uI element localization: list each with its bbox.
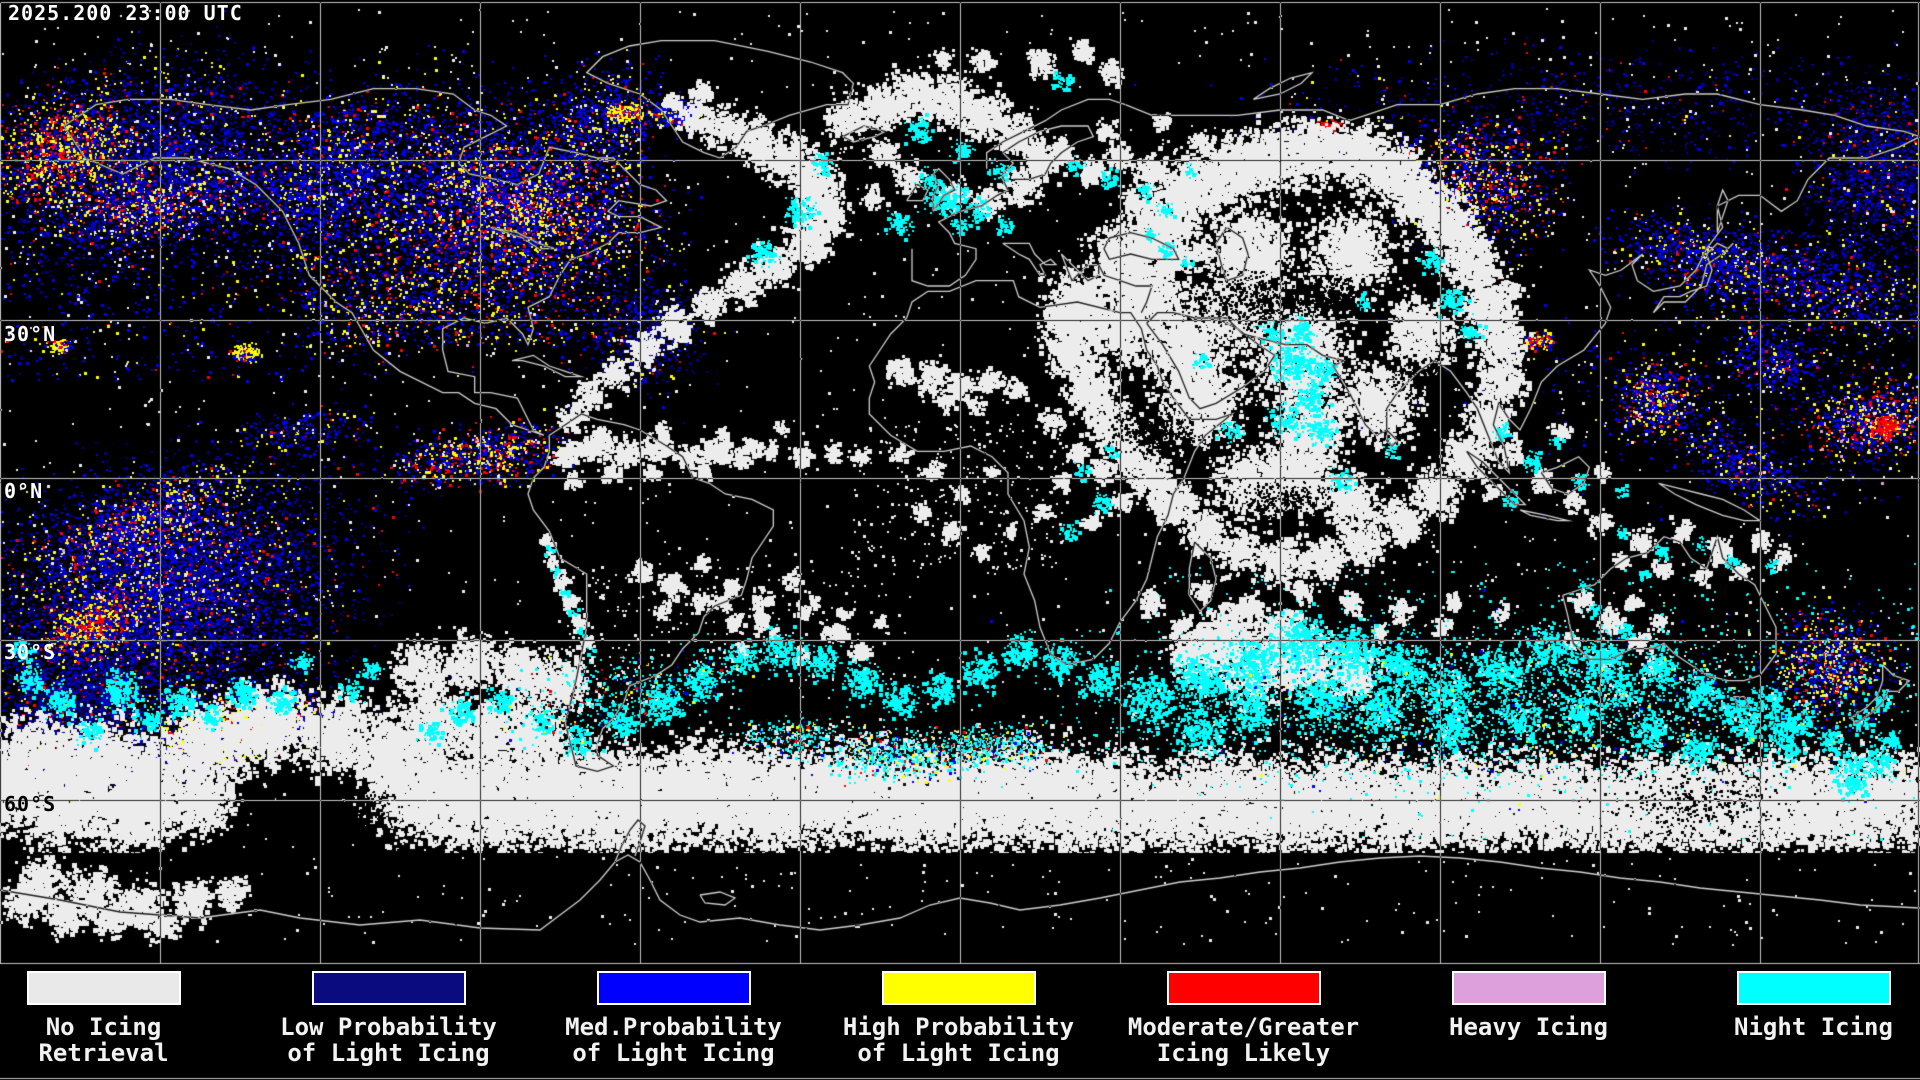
latitude-label-30s: 30°S	[4, 640, 57, 664]
night-icing-label: Night Icing	[1734, 1013, 1893, 1041]
heavy-icing-swatch	[1451, 971, 1606, 1005]
latitude-label-60s: 60°S	[4, 792, 57, 816]
latitude-label-0n: 0°N	[4, 479, 44, 503]
night-icing-swatch	[1736, 971, 1891, 1005]
heavy-icing-legend-item: Heavy Icing	[1386, 971, 1671, 1066]
med-prob-light-icing-label: Med.Probability of Light Icing	[565, 1013, 782, 1067]
heavy-icing-label: Heavy Icing	[1449, 1013, 1608, 1041]
high-prob-light-icing-label: High Probability of Light Icing	[842, 1013, 1075, 1067]
med-prob-light-icing-swatch	[596, 971, 751, 1005]
low-prob-light-icing-legend-item: Low Probability of Light Icing	[246, 971, 531, 1066]
med-prob-light-icing-legend-item: Med.Probability of Light Icing	[531, 971, 816, 1066]
no-icing-retrieval-swatch	[26, 971, 181, 1005]
no-icing-retrieval-label: No Icing Retrieval	[38, 1013, 169, 1067]
legend: No Icing Retrieval Low Probability of Lig…	[0, 971, 1920, 1066]
high-prob-light-icing-legend-item: High Probability of Light Icing	[816, 971, 1101, 1066]
low-prob-light-icing-swatch	[311, 971, 466, 1005]
low-prob-light-icing-label: Low Probability of Light Icing	[280, 1013, 497, 1067]
high-prob-light-icing-swatch	[881, 971, 1036, 1005]
moderate-greater-icing-label: Moderate/Greater Icing Likely	[1127, 1013, 1360, 1067]
no-icing-retrieval-legend-item: No Icing Retrieval	[0, 971, 246, 1066]
moderate-greater-icing-legend-item: Moderate/Greater Icing Likely	[1101, 971, 1386, 1066]
latitude-label-30n: 30°N	[4, 322, 57, 346]
timestamp-label: 2025.200 23:00 UTC	[8, 1, 243, 25]
night-icing-legend-item: Night Icing	[1671, 971, 1920, 1066]
moderate-greater-icing-swatch	[1166, 971, 1321, 1005]
